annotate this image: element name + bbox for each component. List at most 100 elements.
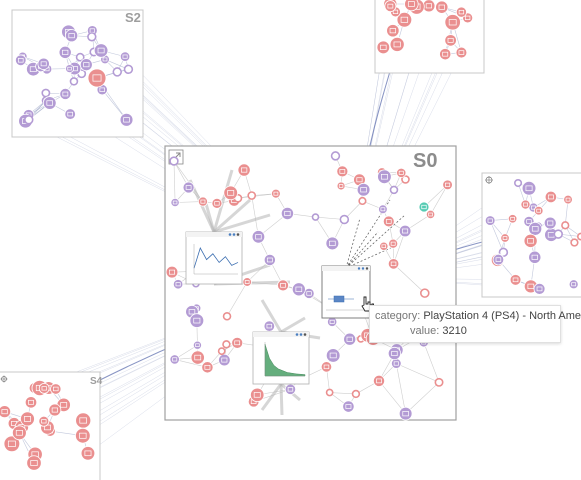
graph-node[interactable]: [484, 215, 496, 226]
graph-node[interactable]: [336, 181, 346, 191]
graph-node[interactable]: [444, 14, 461, 31]
graph-node[interactable]: [543, 216, 557, 230]
graph-node[interactable]: [376, 40, 391, 55]
graph-node[interactable]: [242, 277, 252, 287]
graph-node[interactable]: [87, 32, 97, 42]
graph-node[interactable]: [123, 64, 134, 75]
graph-node[interactable]: [396, 167, 407, 178]
graph-node[interactable]: [263, 253, 276, 267]
graph-node[interactable]: [561, 221, 570, 230]
graph-node[interactable]: [20, 411, 35, 427]
graph-node[interactable]: [271, 188, 281, 199]
graph-node[interactable]: [386, 24, 400, 38]
graph-node[interactable]: [24, 115, 34, 125]
graph-node[interactable]: [79, 58, 93, 72]
graph-node[interactable]: [325, 236, 340, 251]
graph-node[interactable]: [50, 383, 62, 395]
graph-node[interactable]: [439, 48, 452, 61]
graph-node[interactable]: [388, 238, 399, 249]
graph-node[interactable]: [384, 0, 397, 13]
graph-node[interactable]: [24, 396, 38, 409]
mini-line-chart[interactable]: [185, 231, 243, 285]
graph-node[interactable]: [38, 415, 50, 427]
graph-node[interactable]: [37, 57, 50, 70]
graph-node[interactable]: [251, 230, 266, 244]
graph-node[interactable]: [38, 382, 50, 394]
graph-node[interactable]: [222, 340, 231, 349]
crosshair-icon[interactable]: [0, 375, 8, 383]
graph-node[interactable]: [358, 196, 367, 206]
graph-node[interactable]: [398, 406, 413, 421]
graph-node[interactable]: [418, 201, 430, 213]
graph-node[interactable]: [182, 181, 195, 194]
graph-node[interactable]: [80, 446, 96, 461]
graph-node[interactable]: [387, 346, 402, 361]
graph-node[interactable]: [455, 46, 468, 59]
graph-node[interactable]: [553, 229, 563, 239]
graph-node[interactable]: [387, 258, 400, 270]
graph-node[interactable]: [250, 387, 265, 403]
graph-node[interactable]: [58, 45, 72, 59]
graph-node[interactable]: [425, 209, 436, 220]
graph-node[interactable]: [398, 224, 412, 238]
graph-node[interactable]: [455, 6, 467, 18]
graph-node[interactable]: [192, 340, 202, 350]
graph-node[interactable]: [544, 190, 557, 204]
graph-node[interactable]: [382, 215, 395, 228]
graph-node[interactable]: [396, 11, 413, 28]
graph-node[interactable]: [12, 425, 27, 441]
graph-node[interactable]: [401, 175, 410, 184]
graph-node[interactable]: [172, 279, 184, 290]
graph-node[interactable]: [521, 181, 537, 196]
graph-node[interactable]: [523, 233, 538, 248]
graph-node[interactable]: [507, 214, 518, 224]
graph-node[interactable]: [351, 389, 361, 399]
graph-node[interactable]: [389, 36, 405, 52]
graph-node[interactable]: [64, 108, 76, 120]
graph-node[interactable]: [570, 238, 579, 247]
graph-node[interactable]: [492, 253, 505, 266]
graph-node[interactable]: [520, 199, 531, 210]
graph-node[interactable]: [218, 353, 231, 367]
graph-node[interactable]: [65, 64, 75, 74]
graph-node[interactable]: [15, 54, 27, 67]
graph-node[interactable]: [189, 313, 205, 328]
graph-node[interactable]: [223, 185, 238, 201]
graph-node[interactable]: [75, 427, 91, 444]
graph-node[interactable]: [165, 265, 179, 279]
graph-node[interactable]: [498, 247, 509, 258]
graph-node[interactable]: [444, 34, 457, 47]
graph-node[interactable]: [325, 388, 334, 397]
graph-node[interactable]: [514, 178, 523, 188]
graph-node[interactable]: [190, 350, 205, 365]
graph-node[interactable]: [69, 77, 79, 86]
graph-node[interactable]: [434, 377, 444, 387]
graph-node[interactable]: [528, 221, 543, 236]
graph-node[interactable]: [320, 361, 333, 373]
graph-node[interactable]: [48, 403, 62, 417]
graph-node[interactable]: [442, 179, 453, 191]
graph-node[interactable]: [277, 279, 289, 292]
graph-node[interactable]: [500, 233, 510, 243]
mini-boxplot-chart[interactable]: [321, 265, 371, 319]
graph-node[interactable]: [327, 316, 338, 327]
graph-node[interactable]: [435, 0, 449, 14]
graph-node[interactable]: [169, 354, 180, 365]
graph-node[interactable]: [217, 347, 226, 356]
graph-node[interactable]: [170, 197, 180, 208]
graph-node[interactable]: [0, 405, 12, 419]
graph-node[interactable]: [237, 163, 251, 177]
graph-node[interactable]: [201, 361, 214, 374]
graph-node[interactable]: [378, 204, 388, 215]
graph-node[interactable]: [59, 88, 72, 100]
graph-node[interactable]: [247, 191, 257, 200]
graph-node[interactable]: [356, 182, 371, 197]
graph-node[interactable]: [93, 43, 109, 58]
graph-node[interactable]: [342, 400, 355, 413]
crosshair-icon[interactable]: [485, 176, 493, 184]
graph-node[interactable]: [211, 197, 223, 209]
graph-node[interactable]: [3, 435, 21, 453]
graph-node[interactable]: [222, 311, 232, 321]
